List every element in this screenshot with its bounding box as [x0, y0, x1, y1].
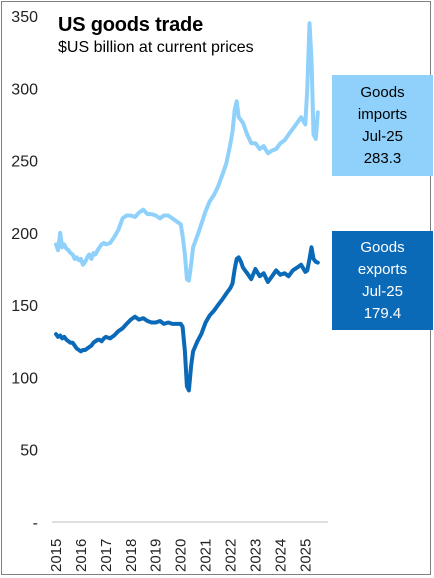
y-tick-label: 350: [11, 9, 38, 26]
imports-callout-line: imports: [357, 105, 408, 123]
exports-callout: Goods exports Jul-25 179.4: [332, 231, 433, 330]
y-tick-label: 300: [11, 81, 38, 98]
y-tick-label: 200: [11, 226, 38, 243]
x-tick-label: 2020: [173, 539, 190, 572]
y-tick-label: 100: [11, 370, 38, 387]
chart-subtitle: $US billion at current prices: [58, 39, 254, 56]
chart-axes: - 50 100 150 200 250 300 350 2015 2016 2017 2018 201…: [11, 9, 328, 572]
exports-callout-line: Jul-25: [362, 282, 403, 300]
exports-callout-line: exports: [357, 260, 408, 278]
y-tick-label: 50: [20, 443, 38, 460]
imports-callout: Goods imports Jul-25 283.3: [332, 75, 433, 176]
imports-callout-value: 283.3: [363, 149, 402, 167]
x-tick-label: 2021: [198, 539, 215, 572]
x-tick-label: 2022: [223, 539, 240, 572]
x-tick-label: 2018: [123, 539, 140, 572]
imports-callout-line: Goods: [360, 83, 405, 101]
chart-title: US goods trade: [58, 14, 203, 36]
x-tick-label: 2017: [98, 539, 115, 572]
x-tick-label: 2023: [247, 539, 264, 572]
imports-callout-line: Jul-25: [362, 127, 403, 145]
x-tick-label: 2019: [148, 539, 165, 572]
chart-series: [54, 21, 320, 393]
y-tick-label: 250: [11, 154, 38, 171]
exports-callout-line: Goods: [360, 238, 405, 256]
y-tick-label: 150: [11, 298, 38, 315]
x-tick-label: 2015: [48, 539, 65, 572]
y-tick-label: -: [33, 515, 38, 532]
exports-callout-value: 179.4: [363, 304, 402, 322]
imports-series-line: [54, 21, 320, 283]
exports-series-line: [54, 245, 320, 393]
x-tick-label: 2016: [73, 539, 90, 572]
x-tick-label: 2025: [297, 539, 314, 572]
x-tick-label: 2024: [272, 539, 289, 572]
